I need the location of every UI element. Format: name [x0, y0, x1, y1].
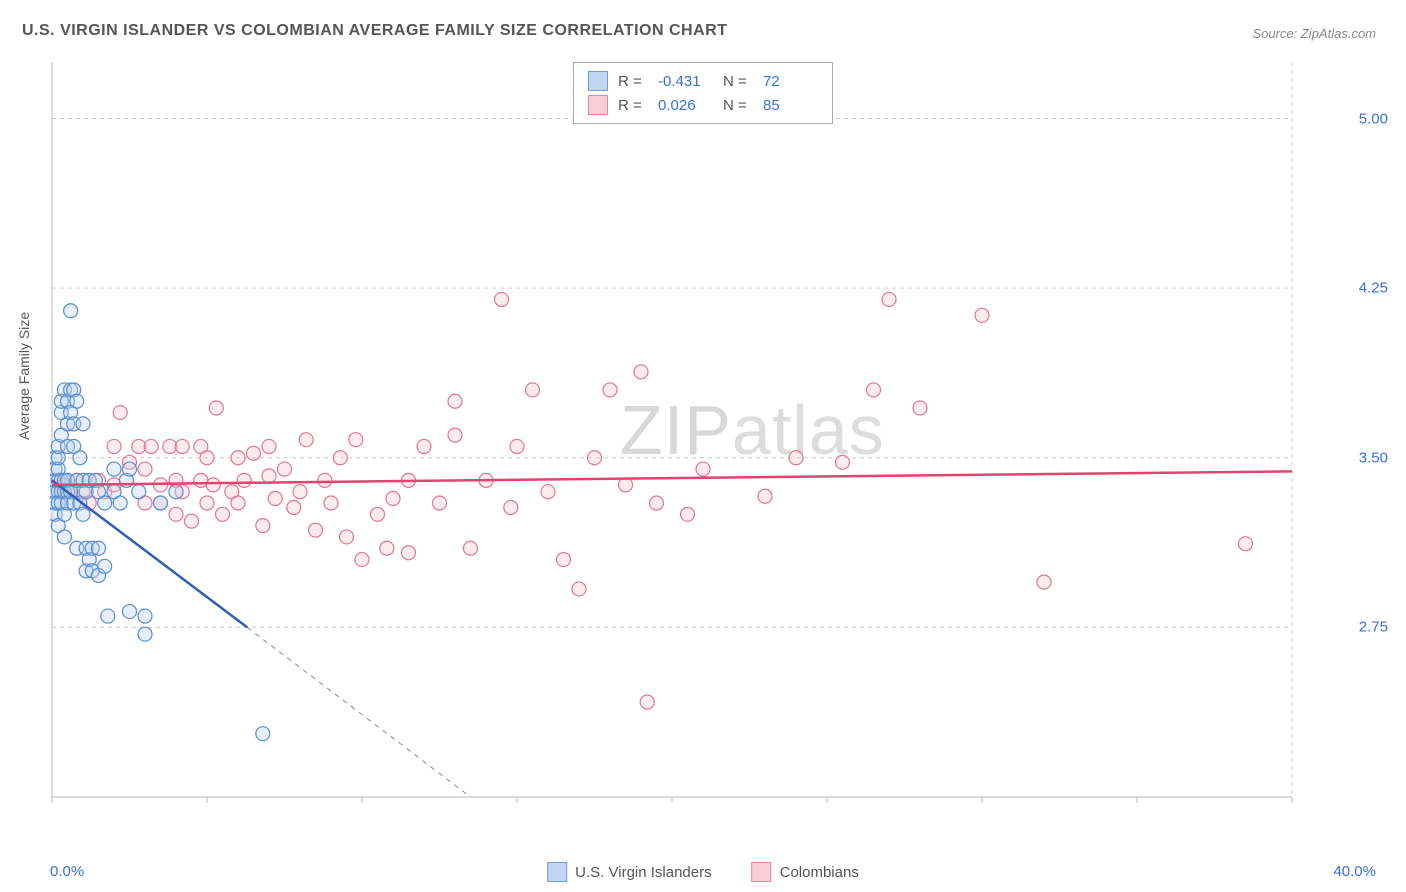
r-value-0: -0.431 [658, 73, 713, 90]
legend-swatch-b0 [547, 862, 567, 882]
n-value-0: 72 [763, 73, 818, 90]
legend-label-1: Colombians [780, 864, 859, 881]
n-label-1: N = [723, 97, 753, 114]
ytick-label: 4.25 [1359, 280, 1388, 297]
ytick-label: 2.75 [1359, 619, 1388, 636]
legend-swatch-1 [588, 95, 608, 115]
n-value-1: 85 [763, 97, 818, 114]
legend-label-0: U.S. Virgin Islanders [575, 864, 711, 881]
ytick-label: 3.50 [1359, 449, 1388, 466]
r-label-0: R = [618, 73, 648, 90]
source-attribution: Source: ZipAtlas.com [1252, 26, 1376, 41]
legend-stats: R = -0.431 N = 72 R = 0.026 N = 85 [573, 62, 833, 124]
scatter-chart [50, 60, 1340, 830]
chart-title: U.S. VIRGIN ISLANDER VS COLOMBIAN AVERAG… [22, 22, 727, 40]
ytick-label: 5.00 [1359, 110, 1388, 127]
n-label-0: N = [723, 73, 753, 90]
legend-item-1: Colombians [752, 862, 859, 882]
legend-item-0: U.S. Virgin Islanders [547, 862, 711, 882]
legend-swatch-b1 [752, 862, 772, 882]
x-axis-end-label: 40.0% [1333, 863, 1376, 880]
chart-area [50, 60, 1340, 830]
legend-series: U.S. Virgin Islanders Colombians [547, 862, 859, 882]
legend-stats-row-1: R = 0.026 N = 85 [588, 93, 818, 117]
x-axis-start-label: 0.0% [50, 863, 84, 880]
r-label-1: R = [618, 97, 648, 114]
legend-swatch-0 [588, 71, 608, 91]
y-axis-label: Average Family Size [16, 312, 32, 440]
legend-stats-row-0: R = -0.431 N = 72 [588, 69, 818, 93]
r-value-1: 0.026 [658, 97, 713, 114]
